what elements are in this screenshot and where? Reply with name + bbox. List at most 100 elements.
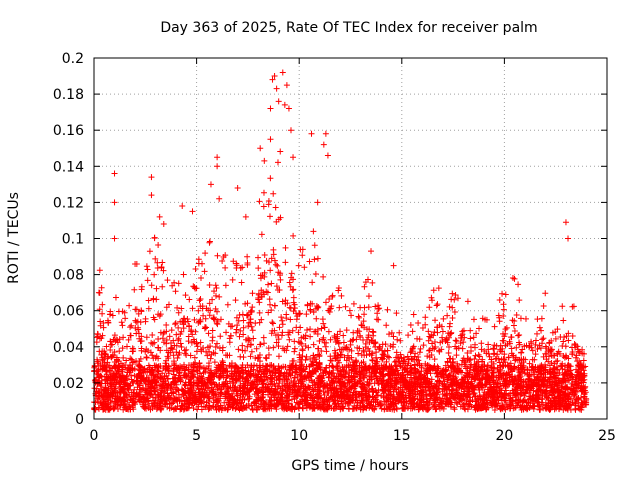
data-point [202,315,209,322]
data-point [163,340,170,347]
data-point [476,386,483,393]
data-point [582,389,589,396]
data-point [380,372,387,379]
data-point [171,279,178,286]
data-point [290,276,297,283]
data-point [342,303,349,310]
data-point [476,325,483,332]
data-point [98,377,105,384]
data-point [165,301,172,308]
data-point [174,304,181,311]
data-point [546,340,553,347]
data-point [99,301,106,308]
data-point [570,393,577,400]
data-point [210,314,217,321]
data-point [290,308,297,315]
data-point [246,319,253,326]
data-point [532,341,539,348]
data-point [137,355,144,362]
data-point [251,362,258,369]
data-point [194,374,201,381]
data-point [517,404,524,411]
data-point [119,322,126,329]
data-point [335,287,342,294]
data-point [407,349,414,356]
data-point [302,365,309,372]
data-point [170,365,177,372]
data-point [293,324,300,331]
data-point [499,337,506,344]
data-point [227,332,234,339]
data-point [333,405,340,412]
data-point [289,327,296,334]
data-point [526,360,533,367]
data-point [320,273,327,280]
data-point [361,304,368,311]
data-point [197,274,204,281]
data-point [203,365,210,372]
data-point [353,394,360,401]
data-point [354,327,361,334]
data-point [542,369,549,376]
data-point [559,303,566,310]
data-point [275,343,282,350]
data-point [255,254,262,261]
data-point [101,405,108,412]
data-point [149,332,156,339]
data-point [426,304,433,311]
data-point [244,260,251,267]
data-point [334,352,341,359]
data-point [155,394,162,401]
data-point [252,355,259,362]
data-point [179,402,186,409]
data-point [266,296,273,303]
data-point [145,397,152,404]
data-point [98,284,105,291]
data-point [273,218,280,225]
data-point [307,307,314,314]
data-point [437,339,444,346]
data-point [503,324,510,331]
data-point [447,320,454,327]
data-point [448,330,455,337]
data-point [509,387,516,394]
data-point [543,356,550,363]
data-point [453,399,460,406]
data-point [329,393,336,400]
data-point [535,381,542,388]
data-point [348,312,355,319]
data-point [166,400,173,407]
data-point [404,353,411,360]
data-point [565,355,572,362]
data-point [392,400,399,407]
data-point [553,358,560,365]
data-point [450,380,457,387]
data-point [325,374,332,381]
data-point [508,334,515,341]
data-point [199,260,206,267]
data-point [460,339,467,346]
data-point [531,398,538,405]
data-point [542,350,549,357]
data-point [384,353,391,360]
data-point [516,397,523,404]
data-point [156,375,163,382]
data-point [188,378,195,385]
data-point [488,356,495,363]
data-point [316,360,323,367]
data-point [422,321,429,328]
data-point [285,331,292,338]
data-point [363,366,370,373]
data-point [526,371,533,378]
data-point [389,366,396,373]
data-point [171,375,178,382]
data-point [551,369,558,376]
data-point [384,306,391,313]
data-point [467,397,474,404]
data-point [349,337,356,344]
data-point [171,342,178,349]
data-point [254,406,261,413]
data-point [204,352,211,359]
data-point [216,372,223,379]
data-point [95,360,102,367]
